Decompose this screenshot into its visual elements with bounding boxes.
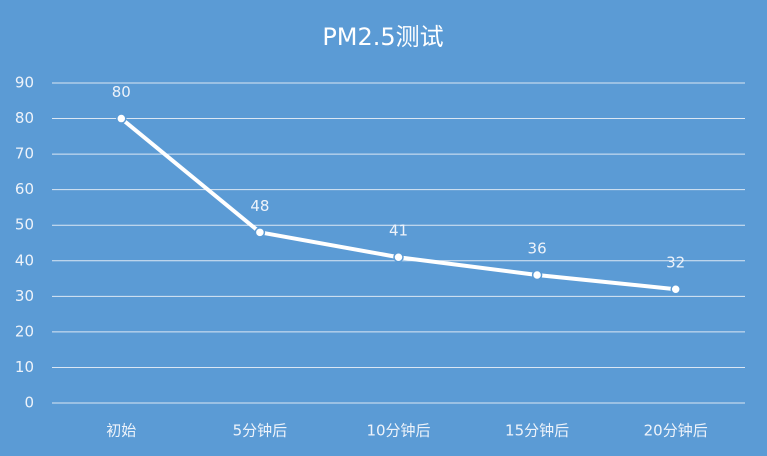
y-tick-label: 70	[15, 145, 34, 163]
y-tick-label: 10	[15, 358, 34, 376]
x-tick-label: 10分钟后	[366, 422, 430, 440]
y-tick-label: 90	[15, 74, 34, 92]
y-tick-label: 60	[15, 180, 34, 198]
marker	[393, 251, 404, 263]
y-tick-label: 80	[15, 109, 34, 127]
marker	[254, 227, 266, 238]
y-tick-label: 0	[24, 394, 34, 412]
data-label: 48	[250, 197, 269, 215]
y-tick-label: 30	[15, 287, 34, 305]
data-label: 36	[528, 240, 547, 258]
y-tick-label: 40	[15, 251, 34, 269]
x-tick-label: 20分钟后	[644, 422, 708, 440]
chart-title: PM2.5测试	[322, 23, 443, 51]
x-tick-label: 初始	[106, 422, 136, 440]
y-tick-label: 50	[15, 216, 34, 234]
marker	[116, 113, 127, 124]
x-tick-label: 5分钟后	[233, 422, 288, 440]
data-label: 41	[389, 222, 408, 240]
marker	[531, 269, 543, 281]
data-label: 32	[666, 254, 685, 272]
x-tick-label: 15分钟后	[505, 422, 569, 440]
data-label: 80	[112, 83, 131, 101]
y-tick-label: 20	[15, 322, 34, 340]
line	[120, 117, 676, 292]
marker	[670, 283, 681, 295]
